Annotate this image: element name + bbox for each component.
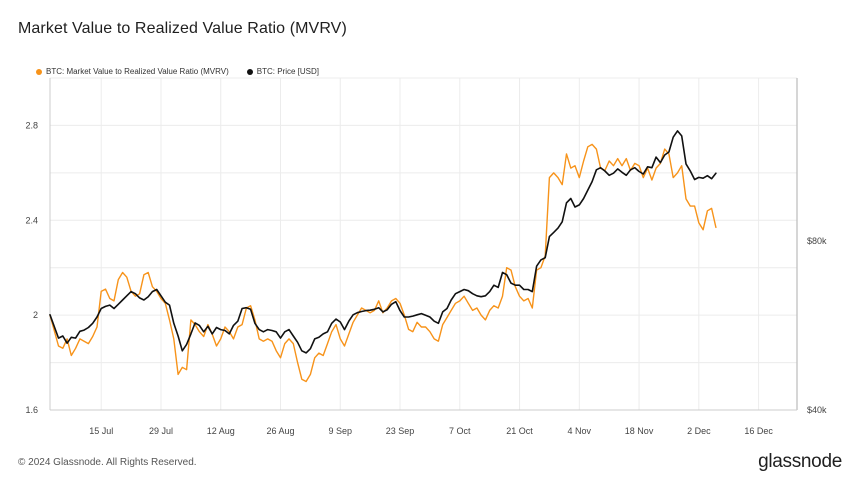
x-tick-label: 4 Nov [568,426,592,436]
x-tick-label: 23 Sep [386,426,415,436]
legend-dot-price [246,68,253,75]
x-tick-label: 26 Aug [266,426,294,436]
axis-labels: 1.6 2 2.4 2.8 $40k $80k 15 Jul 29 Jul 12 Aug 26 A… [25,120,827,436]
legend-label-mvrv: BTC: Market Value to Realized Value Rati… [46,67,229,76]
chart-title: Market Value to Realized Value Ratio (MV… [18,20,347,37]
series-lines [49,130,717,383]
y-left-tick-label: 2 [33,310,38,320]
y-left-tick-label: 2.8 [25,120,38,130]
legend-item-price[interactable]: BTC: Price [USD] [246,67,319,76]
legend-label-price: BTC: Price [USD] [256,67,319,76]
x-tick-label: 12 Aug [207,426,235,436]
y-left-tick-label: 2.4 [25,215,38,225]
x-tick-label: 9 Sep [328,426,352,436]
series-line-mvrv [49,143,717,383]
grid-lines [50,77,797,411]
chart-legend: BTC: Market Value to Realized Value Rati… [36,67,319,76]
x-tick-label: 18 Nov [625,426,654,436]
x-tick-label: 29 Jul [149,426,173,436]
legend-item-mvrv[interactable]: BTC: Market Value to Realized Value Rati… [36,67,229,76]
legend-dot-mvrv [36,68,42,75]
axes [49,78,798,411]
x-tick-label: 21 Oct [506,426,533,436]
x-tick-label: 2 Dec [687,426,711,436]
series-line-price [49,130,717,354]
x-tick-label: 15 Jul [89,426,113,436]
x-tick-label: 7 Oct [449,426,471,436]
copyright-text: © 2024 Glassnode. All Rights Reserved. [18,457,197,468]
y-right-tick-label: $40k [807,405,827,415]
y-left-tick-label: 1.6 [25,405,38,415]
y-right-tick-label: $80k [807,236,827,246]
x-tick-label: 16 Dec [744,426,773,436]
brand-logo[interactable]: glassnode [758,451,842,472]
